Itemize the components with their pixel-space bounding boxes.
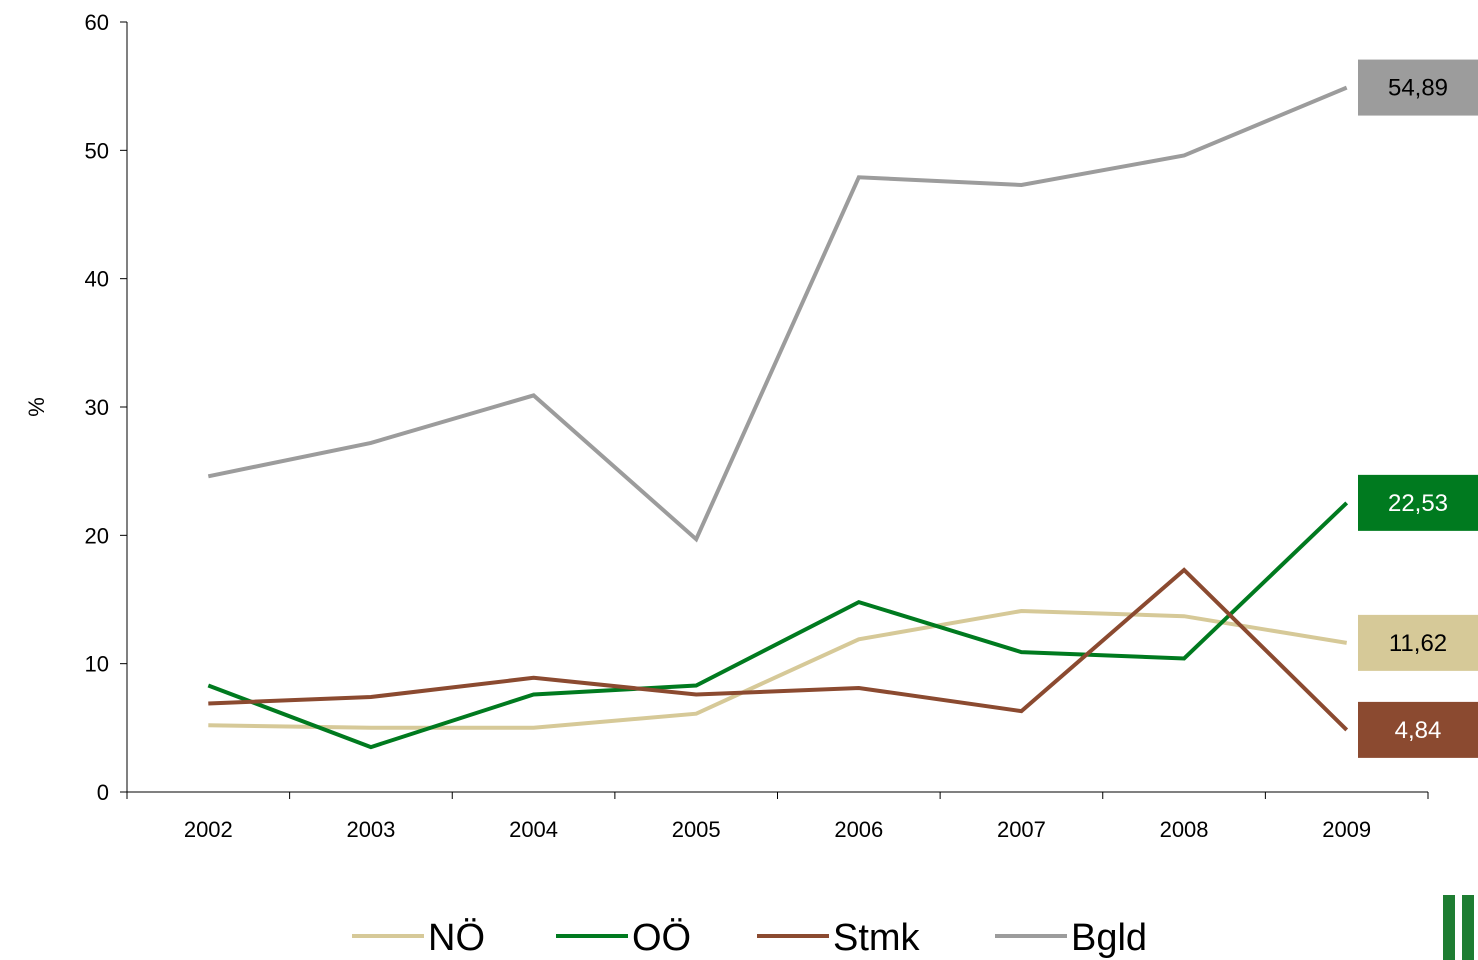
legend-item-stmk: Stmk <box>757 917 921 959</box>
x-tick-label: 2002 <box>184 817 233 842</box>
x-tick-label: 2009 <box>1322 817 1371 842</box>
series-lines <box>207 85 1349 750</box>
end-label-box <box>1358 701 1478 758</box>
series-line-nö <box>208 608 1348 730</box>
legend-item-nö: NÖ <box>352 917 485 959</box>
x-tick-label: 2006 <box>834 817 883 842</box>
x-tick-label: 2007 <box>997 817 1046 842</box>
y-tick-label: 30 <box>85 395 109 420</box>
end-labels: 11,62 22,53 4,84 54,89 <box>1358 59 1478 758</box>
legend: NÖ OÖ Stmk Bgld <box>352 917 1147 959</box>
x-tick-label: 2008 <box>1160 817 1209 842</box>
legend-label: OÖ <box>632 917 691 959</box>
legend-item-bgld: Bgld <box>995 917 1147 959</box>
x-tick-label: 2003 <box>346 817 395 842</box>
axes: 0 10 20 30 40 50 60 2002 2003 2004 2005 2006 2007 200… <box>24 10 1429 842</box>
y-tick-label: 60 <box>85 10 109 35</box>
end-label-stmk: 4,84 <box>1358 701 1478 758</box>
y-axis-label: % <box>24 397 49 417</box>
end-label-text: 22,53 <box>1388 490 1448 517</box>
y-tick-label: 0 <box>97 780 109 805</box>
legend-item-oö: OÖ <box>556 917 691 959</box>
end-label-text: 54,89 <box>1388 75 1448 102</box>
end-label-box <box>1358 614 1478 671</box>
end-label-box <box>1358 474 1478 531</box>
end-label-box <box>1358 59 1478 116</box>
end-label-oö: 22,53 <box>1358 474 1478 531</box>
x-tick-label: 2005 <box>672 817 721 842</box>
end-label-nö: 11,62 <box>1358 614 1478 671</box>
end-label-text: 4,84 <box>1395 717 1442 744</box>
series-line-bgld <box>207 85 1348 543</box>
y-tick-label: 10 <box>85 652 109 677</box>
end-label-text: 11,62 <box>1389 630 1447 657</box>
logo-icon <box>1443 895 1474 960</box>
y-tick-label: 40 <box>85 267 109 292</box>
legend-label: Stmk <box>833 917 921 959</box>
end-label-bgld: 54,89 <box>1358 59 1478 116</box>
x-tick-label: 2004 <box>509 817 558 842</box>
y-tick-label: 50 <box>85 138 109 163</box>
series-line-stmk <box>208 567 1349 732</box>
y-tick-label: 20 <box>85 523 109 548</box>
legend-label: Bgld <box>1071 917 1147 959</box>
legend-label: NÖ <box>428 917 485 959</box>
series-line-oö <box>207 501 1349 750</box>
